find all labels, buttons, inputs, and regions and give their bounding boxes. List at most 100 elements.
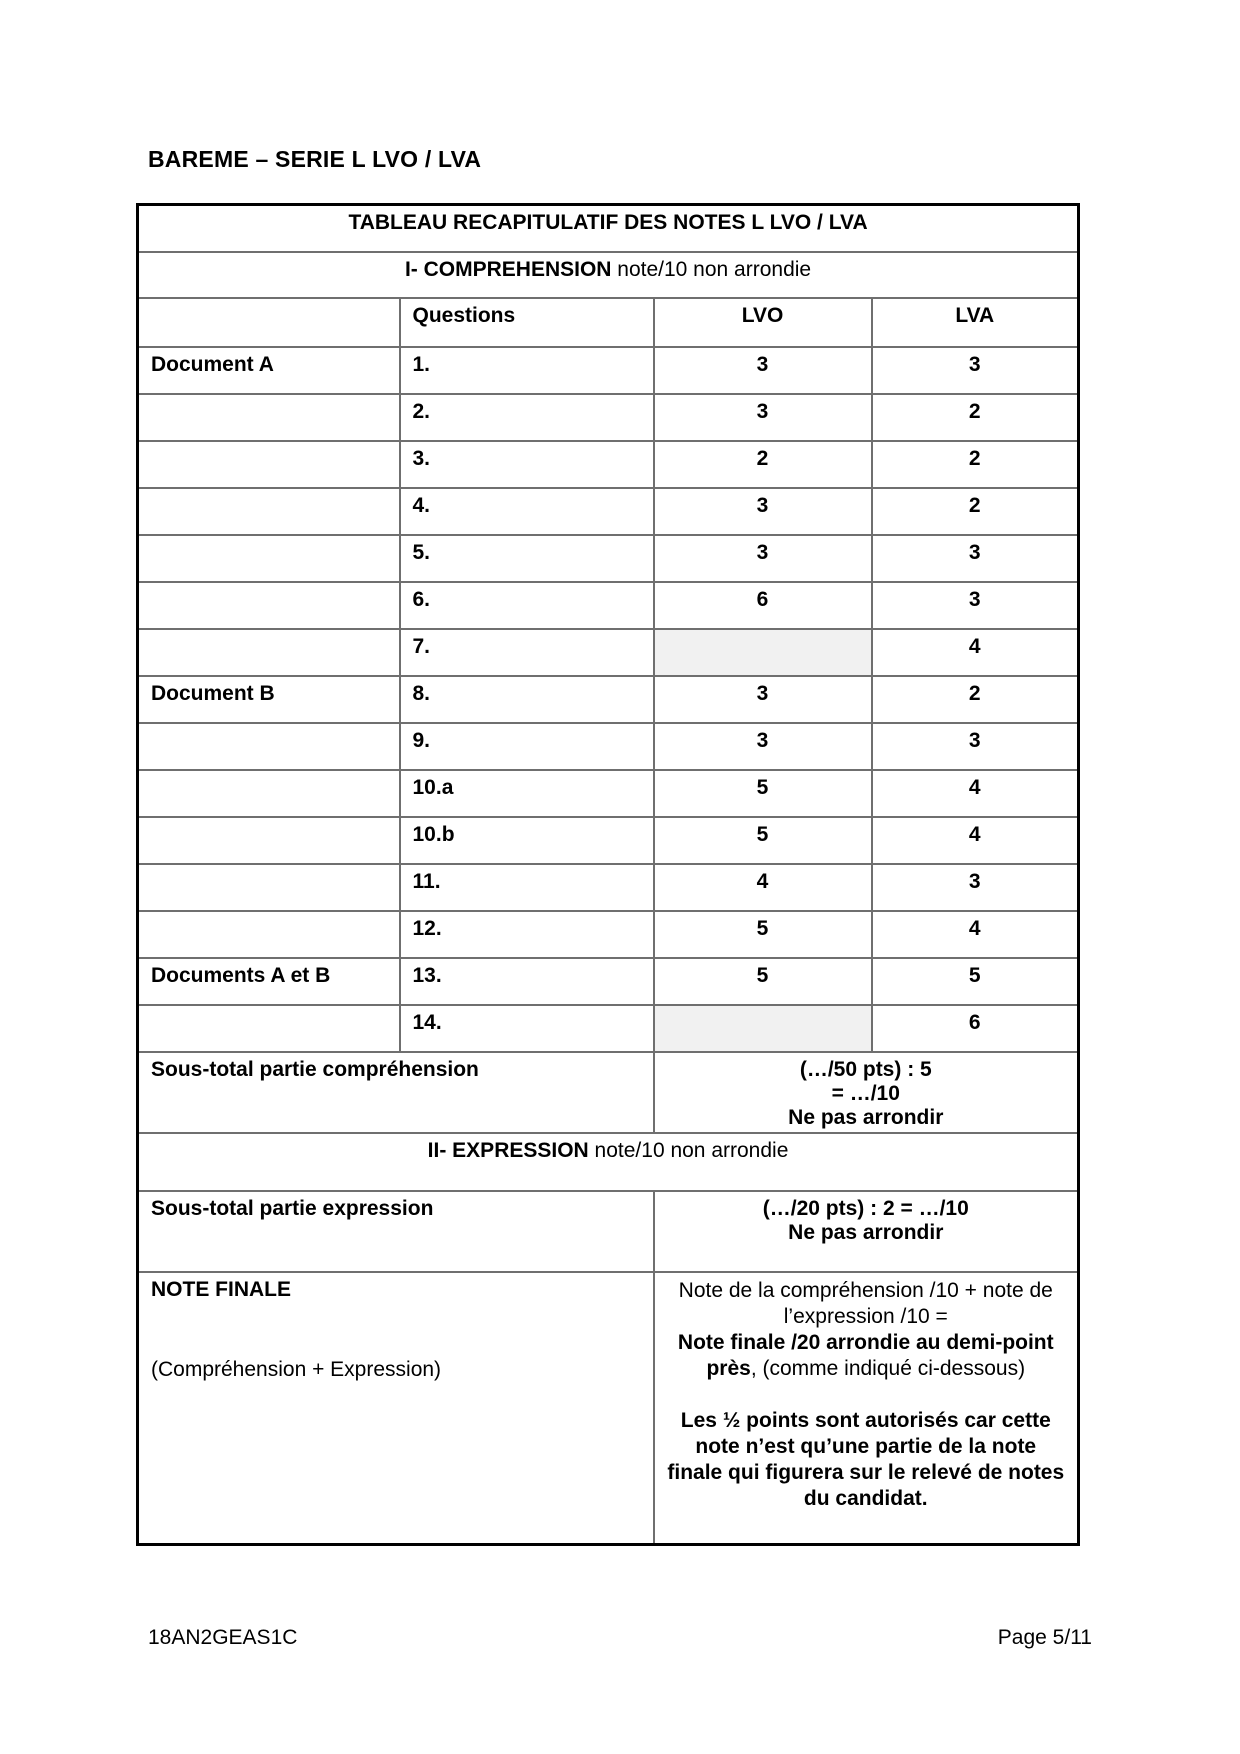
section-expression: II- EXPRESSION note/10 non arrondie	[136, 1131, 1080, 1192]
cell-doc: Document B	[136, 674, 401, 724]
table-row: 12. 5 4	[136, 909, 1080, 959]
section-expression-note: note/10 non arrondie	[588, 1138, 789, 1162]
cell-lvo: 4	[652, 862, 873, 912]
subtotal-comprehension-row: Sous-total partie compréhension (…/50 pt…	[136, 1050, 1080, 1134]
subtotal-comprehension-line: Ne pas arrondir	[788, 1105, 944, 1129]
cell-lvo: 3	[652, 345, 873, 395]
cell-q: 7.	[398, 627, 655, 677]
cell-lva: 2	[870, 486, 1080, 536]
table-title: TABLEAU RECAPITULATIF DES NOTES L LVO / …	[136, 203, 1080, 253]
page-title: BAREME – SERIE L LVO / LVA	[148, 146, 482, 172]
cell-doc	[136, 392, 401, 442]
cell-doc	[136, 721, 401, 771]
table-row: 10.b 5 4	[136, 815, 1080, 865]
cell-q: 8.	[398, 674, 655, 724]
cell-lva: 4	[870, 815, 1080, 865]
cell-lvo: 6	[652, 580, 873, 630]
cell-q: 14.	[398, 1003, 655, 1053]
table-row: 9. 3 3	[136, 721, 1080, 771]
cell-lvo: 5	[652, 956, 873, 1006]
cell-doc	[136, 486, 401, 536]
cell-lvo: 3	[652, 721, 873, 771]
table-row: 7. 4	[136, 627, 1080, 677]
cell-q: 13.	[398, 956, 655, 1006]
cell-lva: 3	[870, 345, 1080, 395]
table-row: 11. 4 3	[136, 862, 1080, 912]
cell-q: 1.	[398, 345, 655, 395]
cell-lvo: 5	[652, 909, 873, 959]
cell-lvo: 5	[652, 815, 873, 865]
cell-doc	[136, 533, 401, 583]
cell-doc	[136, 815, 401, 865]
cell-lva: 2	[870, 392, 1080, 442]
cell-lvo: 3	[652, 674, 873, 724]
final-grade-half-points-note: Les ½ points sont autorisés car cette no…	[667, 1408, 1065, 1510]
cell-lva: 5	[870, 956, 1080, 1006]
final-grade-description: Note de la compréhension /10 + note de l…	[652, 1270, 1080, 1546]
section-comprehension-note: note/10 non arrondie	[611, 257, 812, 281]
cell-lvo: 5	[652, 768, 873, 818]
subtotal-comprehension-line: = …/10	[831, 1081, 900, 1105]
cell-lva: 4	[870, 627, 1080, 677]
final-grade-label: NOTE FINALE	[151, 1277, 291, 1301]
table-row: 5. 3 3	[136, 533, 1080, 583]
cell-doc	[136, 909, 401, 959]
cell-lva: 3	[870, 580, 1080, 630]
cell-doc	[136, 1003, 401, 1053]
column-header-lvo: LVO	[652, 296, 873, 348]
cell-lva: 3	[870, 533, 1080, 583]
cell-lvo	[652, 1003, 873, 1053]
table-title-row: TABLEAU RECAPITULATIF DES NOTES L LVO / …	[136, 203, 1080, 253]
table-row: 3. 2 2	[136, 439, 1080, 489]
cell-q: 5.	[398, 533, 655, 583]
cell-lva: 3	[870, 862, 1080, 912]
recap-table: TABLEAU RECAPITULATIF DES NOTES L LVO / …	[136, 203, 1081, 1546]
cell-doc	[136, 439, 401, 489]
table-row: 4. 3 2	[136, 486, 1080, 536]
column-header-row: Questions LVO LVA	[136, 296, 1080, 348]
table-row: 14. 6	[136, 1003, 1080, 1053]
cell-q: 10.a	[398, 768, 655, 818]
document-code: 18AN2GEAS1C	[148, 1626, 298, 1649]
cell-doc	[136, 862, 401, 912]
subtotal-expression-line: Ne pas arrondir	[788, 1220, 944, 1244]
subtotal-expression-line: (…/20 pts) : 2 = …/10	[762, 1196, 969, 1220]
cell-doc	[136, 768, 401, 818]
cell-doc	[136, 627, 401, 677]
table-row: Documents A et B 13. 5 5	[136, 956, 1080, 1006]
cell-q: 11.	[398, 862, 655, 912]
final-grade-formula: Note de la compréhension /10 + note de l…	[667, 1278, 1066, 1382]
column-header-questions: Questions	[398, 296, 655, 348]
final-grade-row: NOTE FINALE (Compréhension + Expression)…	[136, 1270, 1080, 1546]
table-row: 10.a 5 4	[136, 768, 1080, 818]
cell-q: 4.	[398, 486, 655, 536]
cell-lvo: 3	[652, 533, 873, 583]
subtotal-expression-row: Sous-total partie expression (…/20 pts) …	[136, 1189, 1080, 1273]
final-grade-formula-text: Note de la compréhension /10 + note de l…	[678, 1278, 1053, 1328]
final-grade-rounding: Note finale /20 arrondie au demi-point p…	[677, 1330, 1054, 1380]
cell-lvo: 2	[652, 439, 873, 489]
cell-lvo	[652, 627, 873, 677]
section-comprehension-title: I- COMPREHENSION	[404, 257, 612, 281]
subtotal-comprehension-label: Sous-total partie compréhension	[136, 1050, 655, 1134]
subtotal-expression-label: Sous-total partie expression	[136, 1189, 655, 1273]
cell-q: 6.	[398, 580, 655, 630]
section-expression-row: II- EXPRESSION note/10 non arrondie	[136, 1131, 1080, 1192]
cell-q: 3.	[398, 439, 655, 489]
column-header-lva: LVA	[870, 296, 1080, 348]
subtotal-expression-value: (…/20 pts) : 2 = …/10 Ne pas arrondir	[652, 1189, 1080, 1273]
cell-lva: 6	[870, 1003, 1080, 1053]
column-header-empty	[136, 296, 401, 348]
cell-lva: 2	[870, 674, 1080, 724]
cell-doc: Documents A et B	[136, 956, 401, 1006]
cell-lva: 4	[870, 768, 1080, 818]
cell-lva: 3	[870, 721, 1080, 771]
cell-lvo: 3	[652, 486, 873, 536]
subtotal-comprehension-line: (…/50 pts) : 5	[799, 1057, 932, 1081]
table-row: 6. 6 3	[136, 580, 1080, 630]
subtotal-comprehension-value: (…/50 pts) : 5 = …/10 Ne pas arrondir	[652, 1050, 1080, 1134]
cell-lva: 4	[870, 909, 1080, 959]
table-row: Document A 1. 3 3	[136, 345, 1080, 395]
cell-q: 9.	[398, 721, 655, 771]
